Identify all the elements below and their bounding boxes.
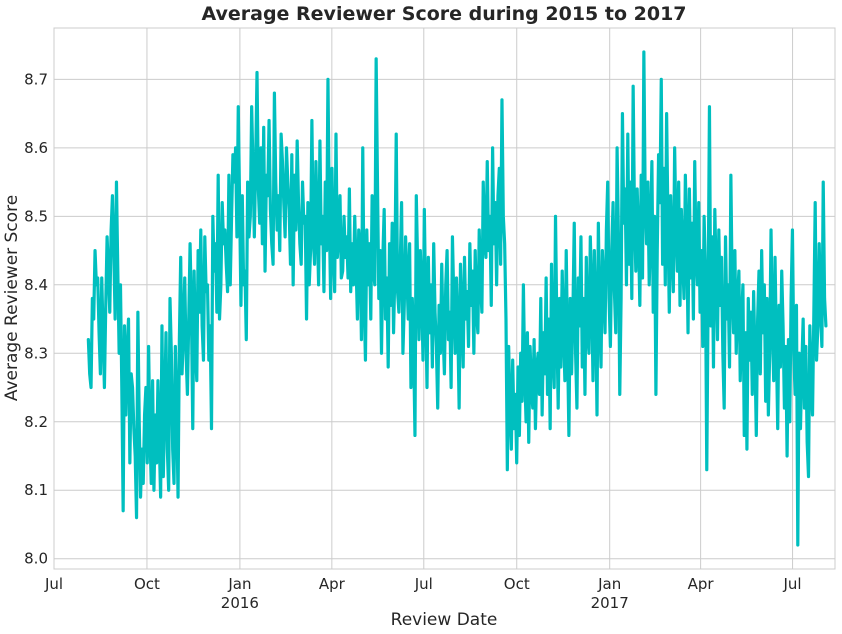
y-tick-label: 8.2 [24, 413, 48, 431]
y-tick-label: 8.6 [24, 139, 48, 157]
plot-frame [53, 27, 836, 570]
x-tick-label: Oct [134, 575, 160, 593]
x-tick-label: Jan [227, 575, 251, 593]
y-tick-label: 8.1 [24, 481, 48, 499]
y-axis-ticks: 8.0 8.1 8.2 8.3 8.4 8.5 8.6 8.7 [24, 70, 48, 567]
x-tick-label: Apr [319, 575, 346, 593]
y-tick-label: 8.7 [24, 70, 48, 88]
y-tick-label: 8.5 [24, 207, 48, 225]
x-tick-label: Jul [44, 575, 63, 593]
series-line-average-score [86, 50, 828, 547]
x-tick-label: Jan [597, 575, 621, 593]
x-tick-label: Jul [414, 575, 433, 593]
x-tick-year-label: 2016 [221, 594, 259, 612]
x-axis-label: Review Date [391, 610, 498, 630]
y-tick-label: 8.3 [24, 344, 48, 362]
y-tick-label: 8.4 [24, 276, 48, 294]
x-tick-label: Apr [688, 575, 715, 593]
y-tick-label: 8.0 [24, 550, 48, 568]
x-tick-label: Oct [504, 575, 530, 593]
x-tick-year-label: 2017 [591, 594, 629, 612]
chart-title: Average Reviewer Score during 2015 to 20… [201, 3, 686, 25]
y-axis-label: Average Reviewer Score [2, 195, 22, 401]
x-tick-label: Jul [783, 575, 802, 593]
